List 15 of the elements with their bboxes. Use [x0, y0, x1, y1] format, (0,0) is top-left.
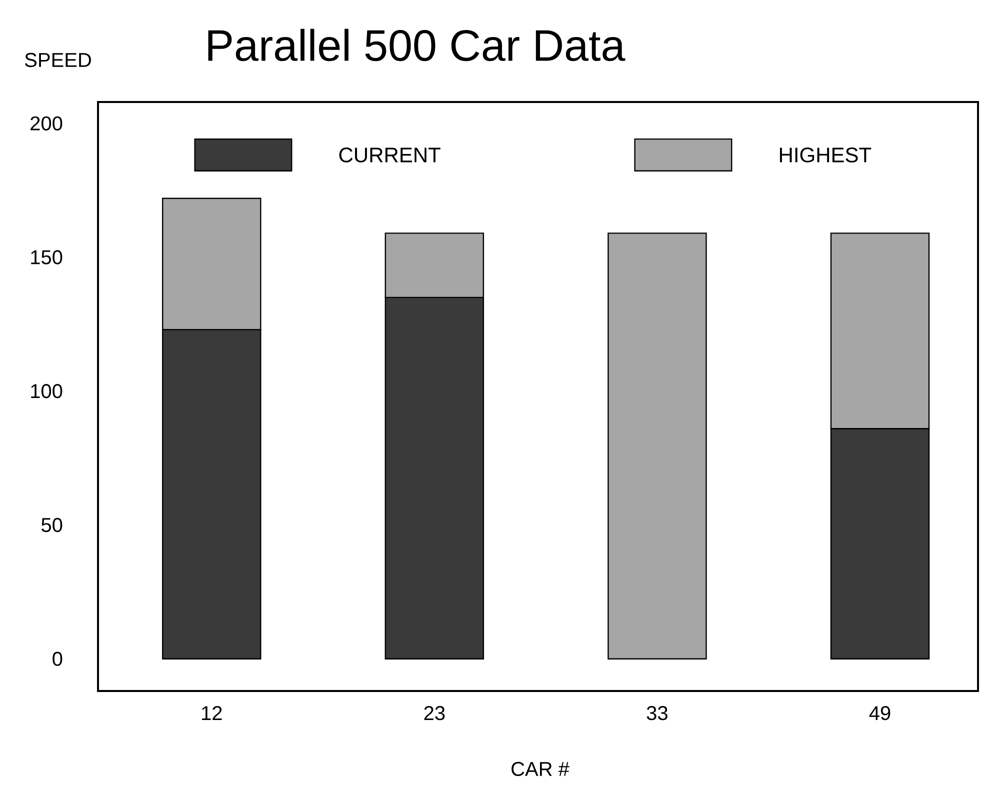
- legend-label: CURRENT: [339, 148, 440, 162]
- x-axis-title: CAR #: [512, 762, 570, 776]
- y-tick-label: 50: [42, 518, 62, 532]
- x-tick-label: 12: [202, 706, 222, 720]
- x-tick-label: 23: [424, 706, 445, 720]
- bar: [608, 232, 707, 660]
- y-tick-label: 200: [30, 116, 62, 130]
- y-tick-label: 100: [31, 384, 62, 398]
- x-tick-label: 49: [869, 706, 890, 720]
- x-tick-label: 33: [646, 706, 668, 720]
- chart-title: Parallel 500 Car Data: [208, 28, 626, 62]
- y-axis-title: SPEED: [25, 52, 91, 68]
- y-tick-label: 150: [31, 250, 62, 264]
- legend-label: HIGHEST: [780, 148, 872, 162]
- y-tick-label: 0: [52, 652, 62, 666]
